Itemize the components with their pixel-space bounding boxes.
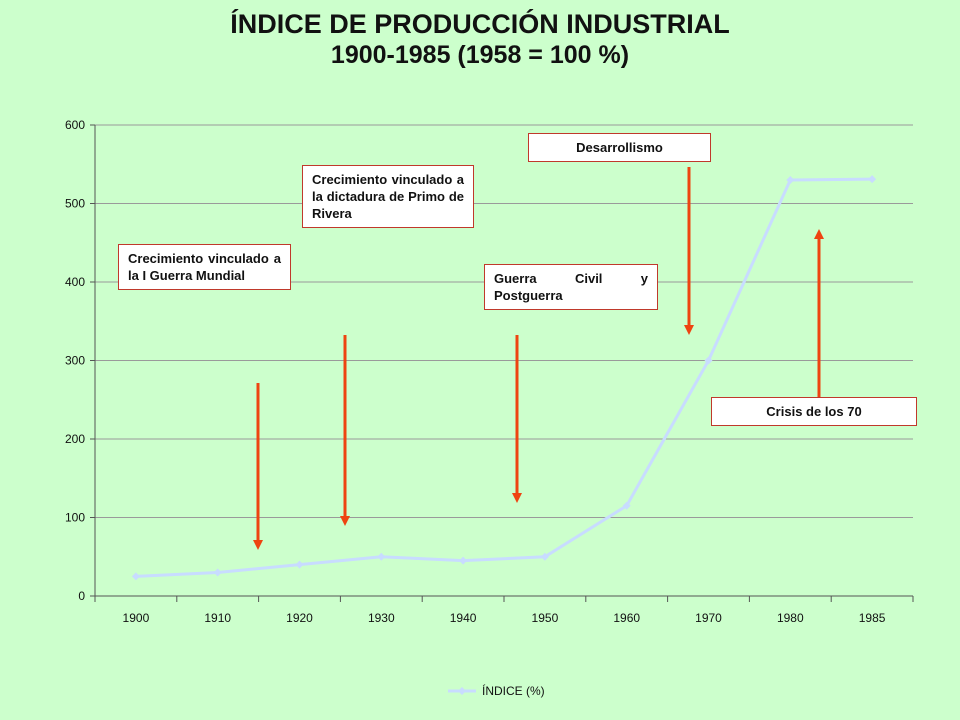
tick-label-x-1970: 1970 <box>695 611 722 625</box>
data-point-1970 <box>704 356 713 365</box>
tick-label-x-1900: 1900 <box>123 611 150 625</box>
tick-label-x-1930: 1930 <box>368 611 395 625</box>
tick-label-x-1920: 1920 <box>286 611 313 625</box>
data-point-1960 <box>622 501 631 510</box>
tick-label-y-300: 300 <box>65 354 85 368</box>
tick-label-y-500: 500 <box>65 197 85 211</box>
annotation-primo-de-rivera: Crecimiento vinculado a la dictadura de … <box>302 165 474 228</box>
chart-legend: ÍNDICE (%) <box>448 684 545 698</box>
annotation-wwi: Crecimiento vinculado a la I Guerra Mund… <box>118 244 291 290</box>
arrow-desarrollismo-head <box>684 325 694 335</box>
data-point-1985 <box>868 175 877 184</box>
data-point-1910 <box>213 568 222 577</box>
tick-label-y-100: 100 <box>65 511 85 525</box>
data-point-1980 <box>786 175 795 184</box>
legend-line-icon <box>448 687 476 695</box>
arrow-wwi-head <box>253 540 263 550</box>
tick-label-y-200: 200 <box>65 432 85 446</box>
annotation-crisis-70: Crisis de los 70 <box>711 397 917 426</box>
series-line-indice <box>135 177 873 578</box>
tick-label-x-1960: 1960 <box>613 611 640 625</box>
annotation-desarrollismo: Desarrollismo <box>528 133 711 162</box>
arrow-primo-de-rivera-head <box>340 516 350 526</box>
chart-title-line1: ÍNDICE DE PRODUCCIÓN INDUSTRIAL <box>230 9 730 39</box>
tick-label-x-1985: 1985 <box>859 611 886 625</box>
arrow-guerra-civil-head <box>512 493 522 503</box>
annotation-guerra-civil: Guerra Civil y Postguerra <box>484 264 658 310</box>
data-point-1900 <box>131 572 140 581</box>
legend-label: ÍNDICE (%) <box>482 684 545 698</box>
tick-label-x-1980: 1980 <box>777 611 804 625</box>
data-point-1920 <box>295 560 304 569</box>
tick-label-x-1940: 1940 <box>450 611 477 625</box>
arrow-crisis-70-head <box>814 229 824 239</box>
tick-label-y-600: 600 <box>65 118 85 132</box>
tick-label-y-0: 0 <box>78 589 85 603</box>
tick-label-x-1910: 1910 <box>204 611 231 625</box>
data-point-1930 <box>377 552 386 561</box>
data-point-1940 <box>459 556 468 565</box>
tick-label-x-1950: 1950 <box>532 611 559 625</box>
data-point-1950 <box>540 552 549 561</box>
chart-title: ÍNDICE DE PRODUCCIÓN INDUSTRIAL 1900-198… <box>0 8 960 70</box>
chart-title-line2: 1900-1985 (1958 = 100 %) <box>330 41 630 69</box>
tick-label-y-400: 400 <box>65 275 85 289</box>
